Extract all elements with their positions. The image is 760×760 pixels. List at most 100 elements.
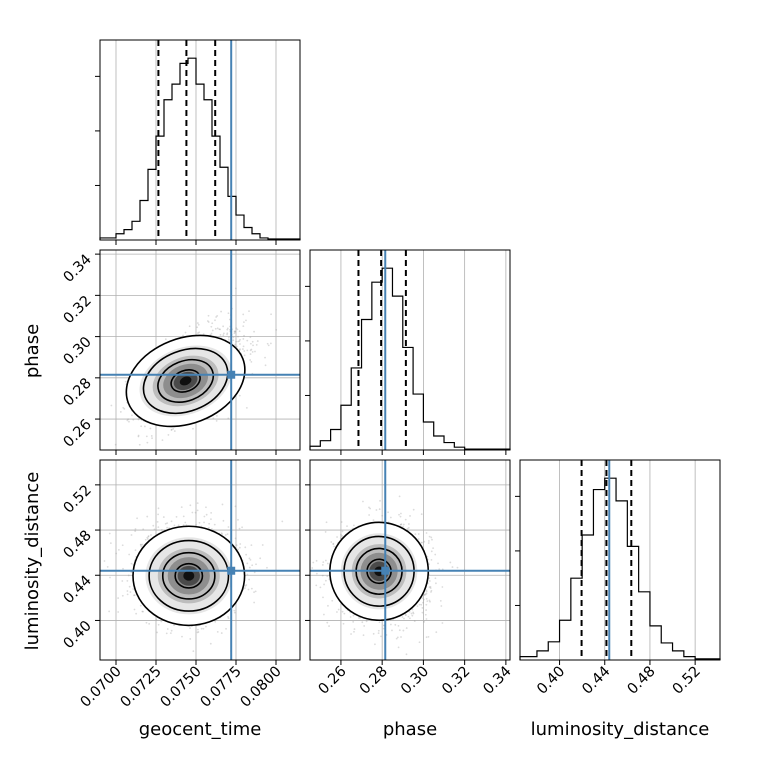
scatter-point	[169, 632, 172, 635]
x-tick-label: 0.30	[398, 664, 432, 698]
contour-line	[132, 525, 246, 627]
scatter-point	[219, 334, 222, 336]
y-tick-label: 0.30	[61, 334, 95, 368]
scatter-point	[422, 598, 425, 601]
scatter-point	[312, 561, 315, 564]
scatter-point	[409, 515, 411, 517]
scatter-point	[189, 627, 191, 629]
scatter-point	[221, 533, 224, 535]
scatter-point	[227, 338, 230, 341]
scatter-point	[191, 511, 194, 514]
scatter-point	[413, 620, 416, 622]
scatter-point	[264, 364, 267, 367]
scatter-point	[431, 538, 433, 541]
scatter-point	[200, 627, 203, 630]
scatter-point	[322, 596, 324, 599]
scatter-point	[427, 540, 430, 542]
scatter-point	[315, 559, 318, 562]
scatter-point	[122, 406, 125, 409]
scatter-point	[194, 511, 197, 514]
scatter-point	[177, 524, 180, 527]
y-tick-label: 0.52	[61, 482, 95, 516]
histogram-step	[519, 477, 721, 660]
scatter-point	[269, 342, 272, 345]
x-tick-label: 0.0800	[238, 664, 285, 711]
scatter-point	[389, 516, 392, 519]
y-tick-label: 0.32	[61, 293, 95, 327]
scatter-point	[234, 287, 237, 290]
scatter-point	[188, 325, 191, 328]
scatter-point	[250, 587, 253, 590]
scatter-point	[300, 601, 302, 603]
scatter-point	[324, 531, 327, 533]
scatter-point	[211, 528, 213, 530]
scatter-point	[250, 348, 253, 351]
contour-line	[148, 539, 230, 612]
scatter-point	[248, 310, 250, 313]
y-tick-label: 0.44	[61, 573, 95, 607]
contour-line	[157, 358, 215, 403]
scatter-point	[425, 636, 428, 639]
scatter-point	[418, 641, 421, 644]
scatter-point	[427, 635, 430, 638]
scatter-point	[121, 544, 124, 547]
scatter-point	[202, 627, 205, 630]
scatter-point	[421, 597, 424, 600]
scatter-point	[425, 592, 428, 595]
scatter-point	[126, 579, 129, 582]
scatter-point	[157, 507, 160, 510]
scatter-point	[428, 586, 431, 589]
scatter-point	[161, 439, 164, 442]
scatter-point	[404, 518, 407, 521]
scatter-point	[140, 545, 143, 548]
x-tick-label: 0.0700	[78, 664, 125, 711]
scatter-point	[352, 524, 355, 527]
scatter-point	[368, 506, 370, 509]
scatter-point	[321, 574, 324, 577]
scatter-point	[249, 353, 252, 355]
panel-frame	[309, 459, 511, 661]
scatter-point	[380, 635, 382, 638]
contour-line	[329, 521, 430, 622]
scatter-point	[164, 522, 167, 525]
truth-marker	[227, 370, 236, 379]
density-layer	[110, 287, 278, 476]
scatter-point	[417, 538, 420, 540]
scatter-point	[209, 642, 212, 645]
scatter-point	[233, 332, 236, 335]
scatter-point	[420, 541, 423, 544]
scatter-point	[203, 515, 206, 518]
scatter-point	[409, 617, 411, 620]
scatter-point	[248, 557, 251, 560]
scatter-point	[182, 515, 185, 518]
scatter-point	[110, 404, 113, 407]
scatter-point	[142, 528, 145, 531]
scatter-point	[239, 543, 242, 545]
scatter-point	[362, 634, 365, 637]
scatter-point	[395, 637, 398, 640]
scatter-point	[197, 628, 199, 631]
scatter-point	[266, 566, 268, 569]
scatter-point	[267, 344, 270, 347]
scatter-point	[239, 348, 241, 351]
scatter-point	[243, 334, 245, 337]
scatter-panel-geocent_time-phase	[95, 249, 301, 476]
contour-line	[343, 535, 415, 607]
scatter-point	[145, 435, 148, 438]
scatter-point	[227, 617, 230, 620]
scatter-point	[152, 474, 154, 476]
scatter-point	[133, 594, 135, 597]
scatter-point	[226, 533, 229, 536]
scatter-point	[430, 536, 433, 539]
scatter-point	[434, 553, 437, 556]
scatter-point	[220, 532, 223, 535]
scatter-point	[138, 443, 141, 446]
scatter-point	[147, 535, 150, 538]
scatter-point	[124, 380, 127, 383]
scatter-point	[336, 611, 338, 613]
scatter-point	[144, 425, 146, 428]
histogram-step	[99, 57, 301, 240]
scatter-point	[306, 589, 308, 591]
scatter-point	[241, 526, 243, 529]
scatter-point	[205, 513, 208, 516]
